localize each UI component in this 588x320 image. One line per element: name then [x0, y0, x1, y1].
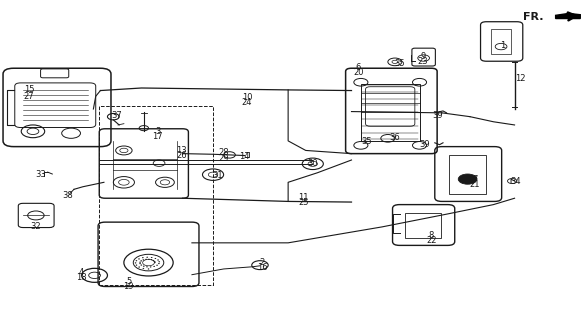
- Bar: [449, 155, 486, 194]
- Text: 25: 25: [298, 198, 309, 207]
- Bar: [406, 213, 440, 238]
- Text: 8: 8: [429, 231, 434, 240]
- Circle shape: [143, 268, 144, 269]
- Text: 11: 11: [298, 193, 309, 202]
- Circle shape: [458, 174, 477, 184]
- Circle shape: [139, 267, 140, 268]
- Text: 28: 28: [218, 148, 229, 157]
- Circle shape: [136, 260, 137, 261]
- Text: 27: 27: [24, 92, 34, 101]
- Circle shape: [153, 266, 155, 267]
- Text: 14: 14: [239, 152, 250, 161]
- Text: 17: 17: [153, 132, 163, 141]
- Text: 35: 35: [395, 59, 405, 68]
- Text: 9: 9: [420, 52, 426, 60]
- Text: 12: 12: [515, 74, 526, 83]
- Text: 15: 15: [24, 85, 34, 94]
- Text: 39: 39: [432, 111, 442, 120]
- Text: 33: 33: [35, 170, 46, 179]
- Text: 38: 38: [62, 190, 73, 200]
- Text: 29: 29: [218, 154, 229, 163]
- Text: 16: 16: [257, 263, 268, 272]
- Text: 39: 39: [419, 140, 430, 149]
- Text: 36: 36: [389, 133, 400, 142]
- Text: FR.: FR.: [523, 12, 543, 22]
- Text: 13: 13: [176, 146, 186, 155]
- Text: 24: 24: [242, 98, 252, 107]
- Text: 26: 26: [176, 151, 186, 160]
- Bar: [99, 106, 213, 285]
- Circle shape: [141, 260, 142, 261]
- Text: 23: 23: [417, 57, 429, 66]
- Text: 4: 4: [79, 268, 84, 277]
- Text: 22: 22: [426, 236, 436, 245]
- Text: 19: 19: [123, 282, 134, 291]
- Text: 37: 37: [112, 111, 122, 120]
- Circle shape: [143, 266, 144, 267]
- Text: 35: 35: [361, 137, 372, 146]
- Text: 32: 32: [31, 222, 41, 231]
- Circle shape: [146, 257, 148, 258]
- Text: 10: 10: [242, 93, 252, 102]
- Circle shape: [145, 259, 146, 260]
- Text: 34: 34: [510, 177, 521, 186]
- Circle shape: [139, 263, 141, 264]
- Circle shape: [159, 261, 160, 262]
- Circle shape: [155, 258, 156, 259]
- Polygon shape: [556, 13, 580, 19]
- Text: 2: 2: [260, 258, 265, 267]
- Text: 31: 31: [212, 171, 223, 180]
- Circle shape: [151, 257, 152, 258]
- Circle shape: [142, 257, 143, 258]
- Text: 3: 3: [155, 127, 161, 136]
- Text: 30: 30: [308, 159, 318, 168]
- Text: 1: 1: [500, 41, 506, 50]
- Circle shape: [158, 263, 159, 264]
- Text: 21: 21: [469, 180, 480, 189]
- Text: 6: 6: [356, 63, 361, 72]
- Circle shape: [148, 259, 149, 260]
- Bar: [361, 84, 419, 141]
- Bar: [491, 29, 511, 54]
- Circle shape: [151, 259, 152, 260]
- Text: 7: 7: [472, 175, 477, 184]
- Circle shape: [156, 265, 158, 266]
- Circle shape: [153, 260, 154, 261]
- Text: 20: 20: [353, 68, 364, 77]
- Text: 5: 5: [126, 277, 131, 286]
- Text: 18: 18: [76, 273, 87, 282]
- Circle shape: [154, 262, 155, 263]
- Circle shape: [154, 261, 155, 262]
